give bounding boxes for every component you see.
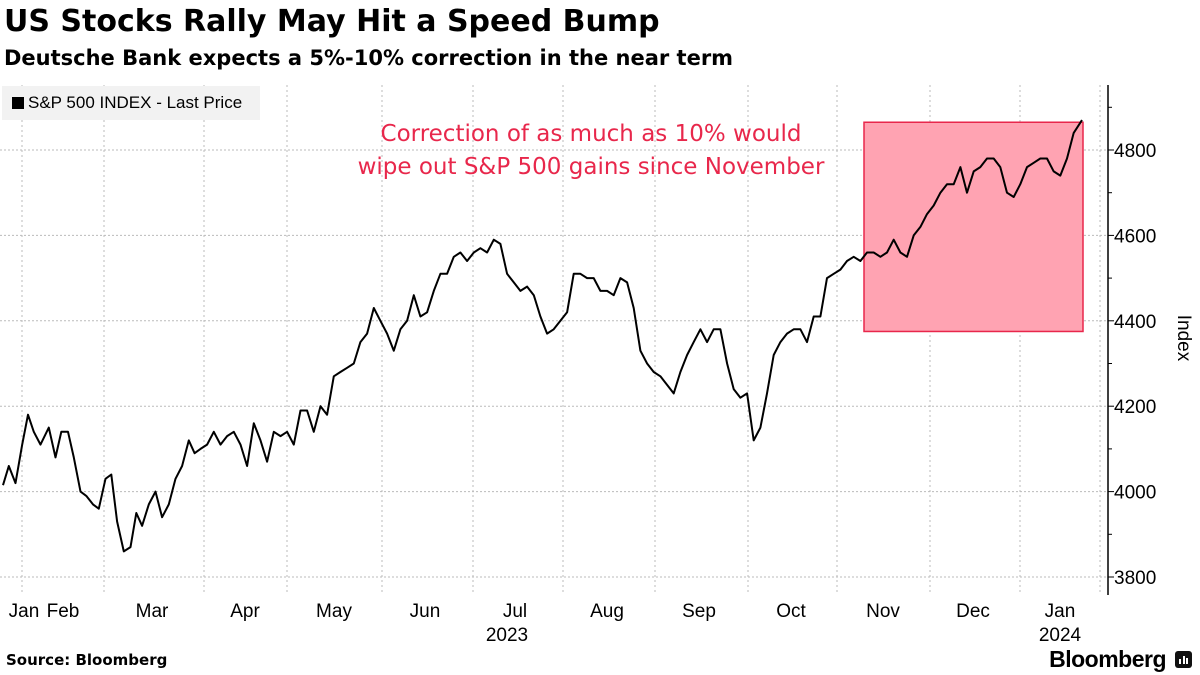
- chart-subtitle: Deutsche Bank expects a 5%-10% correctio…: [4, 46, 734, 70]
- annotation-text-line: Correction of as much as 10% would: [381, 121, 802, 147]
- y-tick-label: 4400: [1114, 312, 1156, 333]
- annotation: Correction of as much as 10% would wipe o…: [358, 121, 825, 180]
- x-tick-label: Aug: [590, 601, 624, 622]
- annotation-text-line: wipe out S&P 500 gains since November: [358, 154, 825, 180]
- legend-label: S&P 500 INDEX - Last Price: [28, 93, 243, 112]
- y-tick-label: 4200: [1114, 397, 1156, 418]
- chart-title: US Stocks Rally May Hit a Speed Bump: [4, 4, 660, 39]
- y-tick-label: 4800: [1114, 141, 1156, 162]
- legend-swatch: [12, 97, 24, 109]
- x-tick-label: Jul: [503, 601, 527, 622]
- x-tick-label: Mar: [136, 601, 169, 622]
- source-note: Source: Bloomberg: [6, 651, 168, 669]
- x-tick-label: Dec: [956, 601, 990, 622]
- y-axis: 3800 4000 4200 4400 4600 4800 Index: [1107, 85, 1194, 595]
- x-tick-label: Nov: [866, 601, 900, 622]
- x-tick-label: Jan: [9, 601, 40, 622]
- highlight-region: [863, 121, 1084, 333]
- series-layer: [2, 119, 1083, 553]
- highlight-box: [863, 121, 1084, 333]
- x-tick-label: Apr: [230, 601, 260, 622]
- legend: S&P 500 INDEX - Last Price: [2, 86, 260, 120]
- grid-lines: [0, 85, 1108, 595]
- bloomberg-chart-icon: [1175, 651, 1192, 668]
- x-year-label: 2023: [486, 625, 528, 646]
- x-axis: Jan Feb Mar Apr May Jun Jul Aug Sep Oct Nov Dec Jan 2…: [9, 601, 1082, 646]
- y-axis-label: Index: [1173, 315, 1194, 362]
- y-tick-label: 3800: [1114, 568, 1156, 589]
- series-line-sp500: [2, 119, 1083, 553]
- bloomberg-logo: Bloomberg: [1049, 646, 1166, 672]
- y-tick-label: 4000: [1114, 483, 1156, 504]
- x-tick-label: Sep: [682, 601, 716, 622]
- x-tick-label: Oct: [776, 601, 806, 622]
- y-tick-label: 4600: [1114, 226, 1156, 247]
- x-tick-label: Feb: [47, 601, 80, 622]
- x-tick-label: Jan: [1045, 601, 1076, 622]
- x-year-label: 2024: [1039, 625, 1082, 646]
- x-tick-label: Jun: [410, 601, 441, 622]
- x-tick-label: May: [316, 601, 352, 622]
